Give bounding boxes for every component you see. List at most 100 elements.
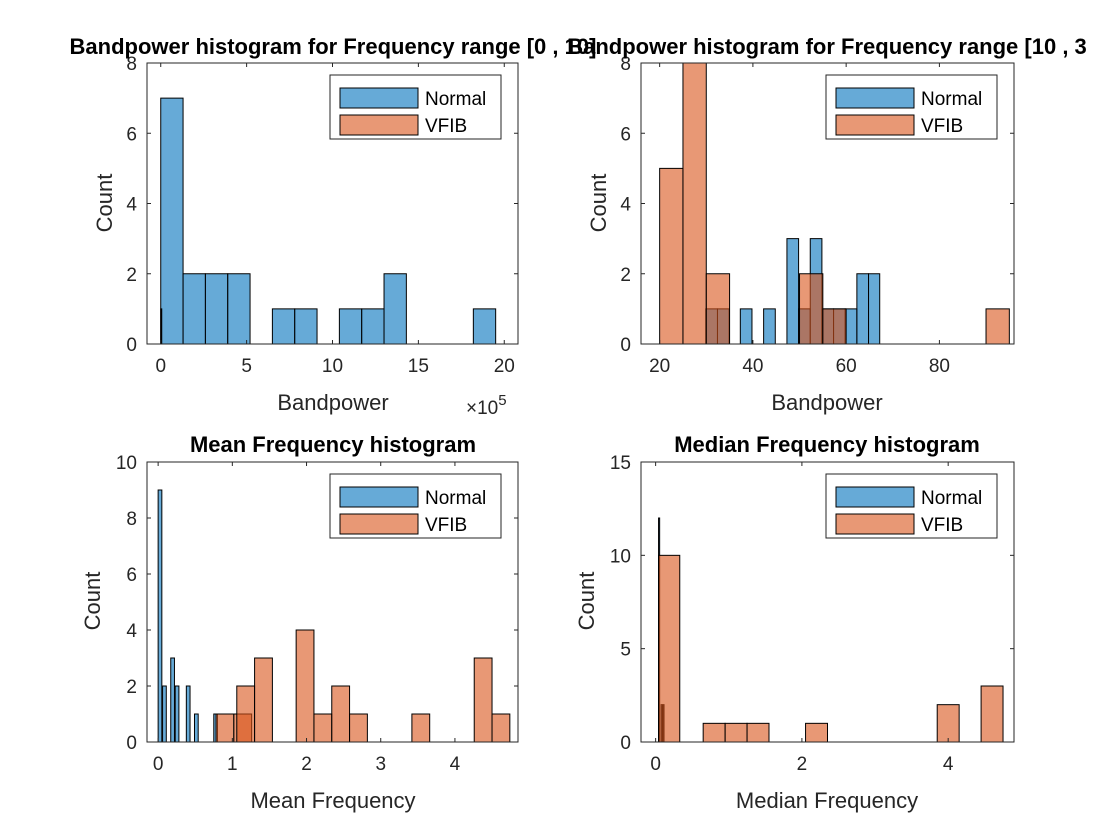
x-tick-label: 20 bbox=[494, 356, 515, 377]
y-axis-label: Count bbox=[574, 572, 599, 631]
bar-normal-1 bbox=[157, 489, 163, 743]
legend-label-vfib: VFIB bbox=[425, 116, 467, 137]
bar-vfib-7 bbox=[980, 685, 1004, 743]
x-tick-label: 2 bbox=[797, 754, 808, 775]
y-tick-label: 8 bbox=[126, 509, 137, 530]
bar-vfib-5 bbox=[822, 308, 847, 345]
bar-vfib-11 bbox=[491, 713, 511, 743]
bar-normal-7 bbox=[338, 308, 363, 345]
bar-normal-10 bbox=[844, 308, 858, 345]
y-tick-label: 5 bbox=[620, 640, 631, 661]
x-tick-label: 10 bbox=[322, 356, 343, 377]
x-tick-label: 40 bbox=[742, 356, 763, 377]
legend-label-normal: Normal bbox=[921, 89, 982, 110]
bar-normal-3 bbox=[170, 657, 175, 743]
bar-normal-1 bbox=[160, 97, 184, 345]
y-tick-label: 8 bbox=[126, 54, 137, 75]
x-tick-label: 4 bbox=[450, 754, 461, 775]
bar-vfib-2 bbox=[682, 62, 707, 345]
x-axis-label: Bandpower bbox=[277, 390, 388, 415]
legend-label-normal: Normal bbox=[425, 488, 486, 509]
chart-panel-3: 0 1 2 3 4 0 2 4 6 8 10 Mean Frequency Count Normal VFI… bbox=[80, 432, 519, 813]
y-tick-label: 6 bbox=[126, 124, 137, 145]
y-tick-label: 4 bbox=[620, 195, 631, 216]
x-tick-label: 20 bbox=[649, 356, 670, 377]
chart-title: Bandpower histogram for Frequency range … bbox=[70, 34, 597, 59]
y-axis-label: Count bbox=[80, 572, 105, 631]
legend-label-vfib: VFIB bbox=[921, 116, 963, 137]
legend: Normal VFIB bbox=[825, 74, 998, 140]
y-tick-label: 0 bbox=[126, 733, 137, 754]
chart-title: Bandpower histogram for Frequency range … bbox=[567, 34, 1087, 59]
x-axis-label: Mean Frequency bbox=[250, 788, 415, 813]
y-tick-label: 2 bbox=[620, 265, 631, 286]
legend-swatch-vfib bbox=[835, 114, 915, 136]
bar-normal-4 bbox=[763, 308, 776, 345]
bar-vfib-1 bbox=[659, 167, 684, 345]
bar-normal-5 bbox=[185, 685, 191, 743]
chart-title: Median Frequency histogram bbox=[674, 432, 980, 457]
bar-normal-8 bbox=[361, 308, 385, 345]
legend-swatch-vfib bbox=[835, 513, 915, 535]
bar-vfib-6 bbox=[985, 308, 1010, 345]
bar-vfib-1 bbox=[658, 554, 681, 743]
y-tick-label: 6 bbox=[620, 124, 631, 145]
bar-vfib-2 bbox=[702, 722, 726, 743]
bar-vfib-1 bbox=[215, 713, 235, 743]
x-axis-label: Bandpower bbox=[771, 390, 882, 415]
x-exponent-base: ×10 bbox=[466, 398, 498, 419]
legend: Normal VFIB bbox=[329, 74, 502, 140]
bar-normal-6 bbox=[193, 713, 199, 743]
x-tick-label: 2 bbox=[301, 754, 312, 775]
legend-label-vfib: VFIB bbox=[425, 515, 467, 536]
x-tick-label: 1 bbox=[227, 754, 238, 775]
axes-box bbox=[640, 461, 1015, 743]
bar-normal-4 bbox=[174, 685, 180, 743]
bar-vfib-5 bbox=[805, 722, 829, 743]
bar-vfib-4 bbox=[254, 657, 273, 743]
y-tick-label: 2 bbox=[126, 265, 137, 286]
chart-title: Mean Frequency histogram bbox=[190, 432, 476, 457]
x-tick-label: 0 bbox=[153, 754, 164, 775]
bar-vfib-3 bbox=[236, 685, 256, 743]
legend-swatch-vfib bbox=[339, 114, 419, 136]
legend: Normal VFIB bbox=[825, 473, 998, 539]
bar-normal-2 bbox=[162, 685, 167, 743]
y-tick-label: 4 bbox=[126, 195, 137, 216]
chart-panel-2: 20 40 60 80 0 2 4 6 8 Bandpower Count Normal VFIB Ban… bbox=[567, 34, 1087, 415]
y-tick-label: 0 bbox=[620, 335, 631, 356]
bar-vfib-6 bbox=[313, 713, 333, 743]
bar-normal-3 bbox=[739, 308, 753, 345]
bar-normal-9 bbox=[383, 273, 407, 345]
bar-vfib-8 bbox=[349, 713, 368, 743]
x-exponent-label: ×105 bbox=[466, 392, 507, 419]
x-tick-label: 80 bbox=[929, 356, 950, 377]
chart-panel-1: 0 5 10 15 2002468BandpowerCount×105NormalVFI… bbox=[70, 34, 597, 419]
x-axis-label: Median Frequency bbox=[736, 788, 918, 813]
legend-swatch-normal bbox=[339, 87, 419, 109]
bar-vfib-9 bbox=[411, 713, 431, 743]
bar-normal-10 bbox=[472, 308, 497, 345]
legend: Normal VFIB bbox=[329, 473, 502, 539]
x-exponent-power: 5 bbox=[498, 392, 506, 409]
bar-vfib-6 bbox=[936, 704, 960, 743]
legend-swatch-normal bbox=[835, 486, 915, 508]
legend-swatch-vfib bbox=[339, 513, 419, 535]
legend-swatch-normal bbox=[339, 486, 419, 508]
bar-vfib-10 bbox=[473, 657, 493, 743]
bar-vfib-3 bbox=[724, 722, 748, 743]
legend-swatch-normal bbox=[835, 87, 915, 109]
y-tick-label: 15 bbox=[610, 453, 631, 474]
chart-panel-4: 0 2 4 0 5 10 15 Median Frequency Count Normal VFIB… bbox=[574, 432, 1015, 813]
x-tick-label: 60 bbox=[836, 356, 857, 377]
y-tick-label: 10 bbox=[610, 546, 631, 567]
bar-vfib-1 bbox=[160, 308, 163, 345]
bar-vfib-7 bbox=[331, 685, 351, 743]
x-tick-label: 5 bbox=[241, 356, 252, 377]
legend-label-normal: Normal bbox=[921, 488, 982, 509]
y-tick-label: 2 bbox=[126, 677, 137, 698]
y-axis-label: Count bbox=[92, 174, 117, 233]
bar-normal-2 bbox=[182, 273, 206, 345]
bar-vfib-5 bbox=[295, 629, 315, 743]
